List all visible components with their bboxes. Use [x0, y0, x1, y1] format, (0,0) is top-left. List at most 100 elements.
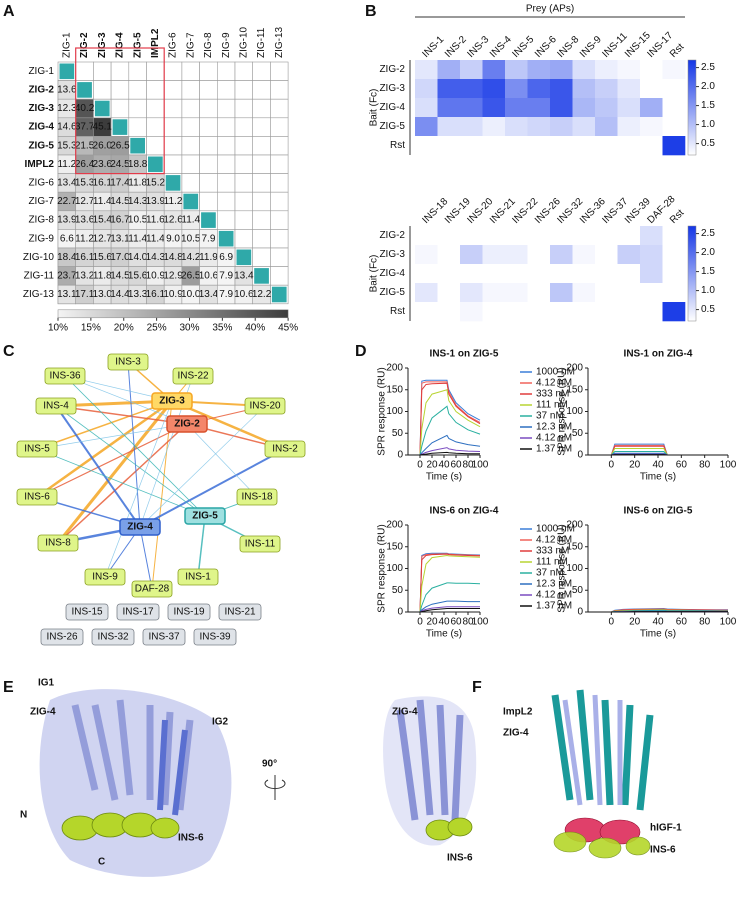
- row-label: ZIG-6: [28, 178, 54, 189]
- y-tick-label: 0: [577, 450, 583, 461]
- cell-value: 10.0: [181, 289, 201, 300]
- cell-value: 6.9: [219, 252, 233, 263]
- column-label: INS-2: [443, 34, 469, 60]
- cell-frame: [270, 266, 289, 286]
- cell-value: 23.7: [57, 271, 77, 282]
- column-label: ZIG-11: [256, 27, 267, 58]
- node-label: INS-11: [245, 539, 276, 550]
- cell-value: 26.5: [181, 271, 201, 282]
- column-label: ZIG-13: [274, 26, 285, 58]
- network-edge: [36, 423, 188, 450]
- heat-cell: [437, 264, 461, 284]
- cell-value: 16.1: [75, 252, 95, 263]
- cell-value: 13.6: [75, 215, 95, 226]
- heat-cell: [415, 117, 438, 137]
- heat-cell: [437, 302, 461, 322]
- cell-frame: [146, 61, 165, 81]
- cell-value: 13.6: [57, 85, 77, 96]
- heat-cell: [617, 79, 641, 99]
- heat-cell: [460, 136, 483, 156]
- heat-cell: [662, 302, 686, 322]
- unconnected-node: [193, 628, 237, 646]
- heat-cell: [482, 245, 506, 265]
- unconnected-node: [65, 603, 109, 621]
- heat-cell: [505, 302, 528, 322]
- heat-cell: [505, 283, 528, 303]
- heat-cell: [640, 98, 663, 118]
- colorbar-label: 1.5: [701, 266, 715, 277]
- structure-label: IG1: [38, 678, 55, 689]
- network-edge: [139, 405, 266, 528]
- heat-cell: [595, 283, 618, 303]
- node-label: ZIG-4: [127, 522, 153, 533]
- cell-frame: [270, 61, 289, 81]
- x-tick-label: 80: [462, 617, 474, 628]
- network-node: [184, 507, 226, 525]
- panel-label: A: [3, 3, 15, 20]
- cell-frame: [146, 117, 165, 137]
- cell-frame: [181, 117, 200, 137]
- cell-value: 14.5: [110, 196, 130, 207]
- cell-frame: [163, 136, 183, 156]
- unconnected-node: [142, 628, 186, 646]
- diagonal-cell: [130, 137, 145, 154]
- legend-label: 1.37 nM: [536, 444, 572, 455]
- heat-cell: [505, 245, 528, 265]
- diagonal-cell: [183, 193, 199, 210]
- y-axis-title: SPR response (RU): [377, 367, 388, 455]
- network-node: [119, 518, 161, 536]
- highlight-box: [75, 47, 165, 175]
- node-label: INS-9: [92, 572, 118, 583]
- row-label: ZIG-13: [23, 289, 55, 300]
- node-label: INS-21: [224, 607, 256, 618]
- cell-frame: [252, 229, 271, 249]
- x-tick-label: 40: [652, 460, 664, 471]
- cell-frame: [217, 173, 236, 193]
- network-node: [177, 568, 219, 586]
- x-tick-label: 100: [720, 460, 736, 471]
- heat-cell: [662, 136, 686, 156]
- heat-cell: [482, 283, 506, 303]
- network-edge: [55, 405, 141, 528]
- network-edge: [139, 526, 153, 590]
- cell-frame: [93, 61, 112, 81]
- cell-frame: [270, 173, 289, 193]
- x-tick-label: 20: [426, 617, 438, 628]
- node-label: INS-5: [24, 444, 50, 455]
- cell-frame: [252, 173, 271, 193]
- heat-cell: [595, 98, 618, 118]
- column-label: Rst: [668, 41, 687, 60]
- cell-value: 11.6: [146, 215, 165, 226]
- cell-value: 45.1: [93, 122, 113, 133]
- network-edge: [104, 400, 173, 578]
- row-label: ZIG-5: [379, 287, 405, 298]
- column-label: ZIG-8: [203, 32, 214, 58]
- diagonal-cell: [77, 82, 92, 98]
- network-node: [151, 392, 193, 410]
- cell-value: 13.1: [57, 289, 77, 300]
- network-node: [131, 580, 173, 598]
- cell-value: 11.8: [128, 178, 147, 189]
- cell-frame: [181, 61, 200, 81]
- node-label: INS-6: [24, 492, 50, 503]
- x-axis-title: Time (s): [640, 629, 676, 640]
- x-tick-label: 40: [438, 617, 450, 628]
- network-edge: [56, 400, 174, 544]
- cell-frame: [199, 61, 218, 81]
- heat-cell: [437, 98, 461, 118]
- cell-value: 10.6: [199, 271, 219, 282]
- cell-value: 14.4: [110, 289, 130, 300]
- heat-cell: [572, 283, 596, 303]
- y-tick-label: 50: [572, 585, 584, 596]
- unconnected-node: [167, 603, 211, 621]
- cell-value: 15.2: [146, 178, 166, 189]
- structure-label: 90°: [262, 759, 277, 770]
- x-tick-label: 20: [426, 460, 438, 471]
- cell-frame: [234, 173, 254, 193]
- cell-frame: [199, 98, 218, 119]
- legend-label: 12.3 nM: [536, 422, 572, 433]
- node-label: INS-32: [97, 632, 129, 643]
- heat-cell: [505, 60, 528, 80]
- x-tick-label: 20: [629, 617, 641, 628]
- y-axis-title: SPR response (RU): [377, 524, 388, 612]
